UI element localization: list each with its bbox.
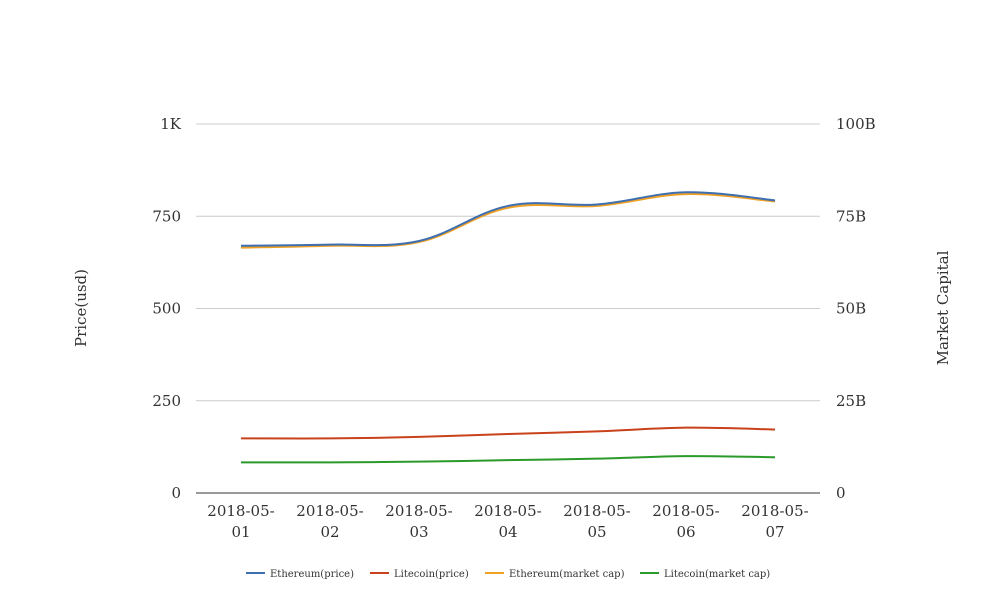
series-line-ethereum-price [240,191,776,247]
right-tick-label: 75B [836,207,866,225]
left-tick-label: 750 [152,207,181,225]
x-tick-label: 2018-05-07 [741,502,808,541]
x-tick-label: 2018-05-04 [474,502,541,541]
left-tick-label: 250 [152,392,181,410]
legend-label: Ethereum(market cap) [509,569,625,580]
series-lines [240,191,776,464]
gridlines [196,123,820,494]
right-axis-ticks: 0 25B 50B 75B 100B [836,115,876,502]
x-axis-ticks: 2018-05-01 2018-05-02 2018-05-03 2018-05-04… [207,502,808,541]
right-tick-label: 0 [836,484,846,502]
left-tick-label: 1K [160,115,182,133]
series-line-ethereum-market-cap [240,193,776,249]
left-axis-title: Price(usd) [72,269,90,347]
right-axis-title: Market Capital [934,250,952,365]
legend: Ethereum(price) Litecoin(price) Ethereum(m… [246,569,770,580]
legend-item-litecoin-price[interactable]: Litecoin(price) [370,569,469,580]
x-tick-label: 2018-05-05 [563,502,630,541]
legend-item-ethereum-price[interactable]: Ethereum(price) [246,569,354,580]
x-tick-label: 2018-05-06 [652,502,719,541]
x-tick-label: 2018-05-02 [296,502,363,541]
legend-label: Litecoin(market cap) [664,569,770,580]
right-tick-label: 100B [836,115,876,133]
right-tick-label: 25B [836,392,866,410]
left-tick-label: 0 [171,484,181,502]
x-tick-label: 2018-05-03 [385,502,452,541]
legend-label: Ethereum(price) [270,569,354,580]
series-line-litecoin-market-cap [240,455,776,464]
legend-item-ethereum-market-cap[interactable]: Ethereum(market cap) [485,569,625,580]
right-tick-label: 50B [836,300,866,318]
left-tick-label: 500 [152,300,181,318]
x-tick-label: 2018-05-01 [207,502,274,541]
legend-item-litecoin-market-cap[interactable]: Litecoin(market cap) [640,569,770,580]
left-axis-ticks: 0 250 500 750 1K [152,115,181,502]
series-line-litecoin-price [240,426,776,440]
legend-label: Litecoin(price) [394,569,469,580]
